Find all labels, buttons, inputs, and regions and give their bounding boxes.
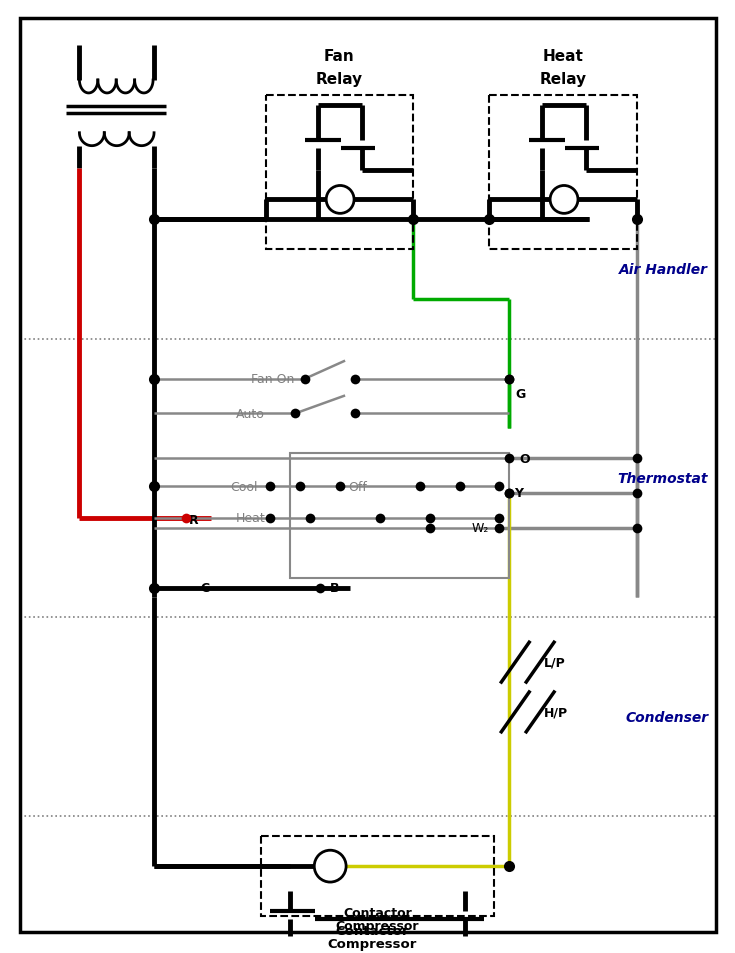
- Text: O: O: [519, 452, 530, 465]
- Text: Auto: Auto: [236, 408, 265, 420]
- Text: G: G: [515, 388, 526, 400]
- Bar: [260, 837, 495, 916]
- Text: Fan: Fan: [323, 49, 354, 64]
- Text: Condenser: Condenser: [625, 710, 709, 724]
- Text: Air Handler: Air Handler: [620, 263, 709, 276]
- Bar: [265, 96, 413, 250]
- Text: Compressor: Compressor: [336, 920, 419, 932]
- Text: Contactor: Contactor: [343, 906, 412, 919]
- Bar: [490, 96, 637, 250]
- Text: Heat: Heat: [542, 49, 584, 64]
- Text: L/P: L/P: [544, 656, 566, 669]
- Text: Fan On: Fan On: [251, 373, 294, 386]
- Text: Relay: Relay: [539, 71, 587, 87]
- Text: R: R: [189, 514, 198, 527]
- Text: Compressor: Compressor: [328, 938, 417, 950]
- Bar: [290, 454, 509, 578]
- Text: H/P: H/P: [544, 705, 568, 719]
- Text: Cool: Cool: [231, 480, 258, 493]
- Text: B: B: [330, 581, 340, 595]
- Text: Relay: Relay: [315, 71, 362, 87]
- Text: Thermostat: Thermostat: [618, 472, 709, 485]
- Text: Y: Y: [514, 487, 523, 500]
- Text: Contactor: Contactor: [336, 923, 409, 937]
- Text: W₂: W₂: [471, 521, 489, 535]
- Text: Heat: Heat: [236, 512, 265, 525]
- Text: Off: Off: [348, 480, 367, 493]
- Text: C: C: [201, 581, 210, 595]
